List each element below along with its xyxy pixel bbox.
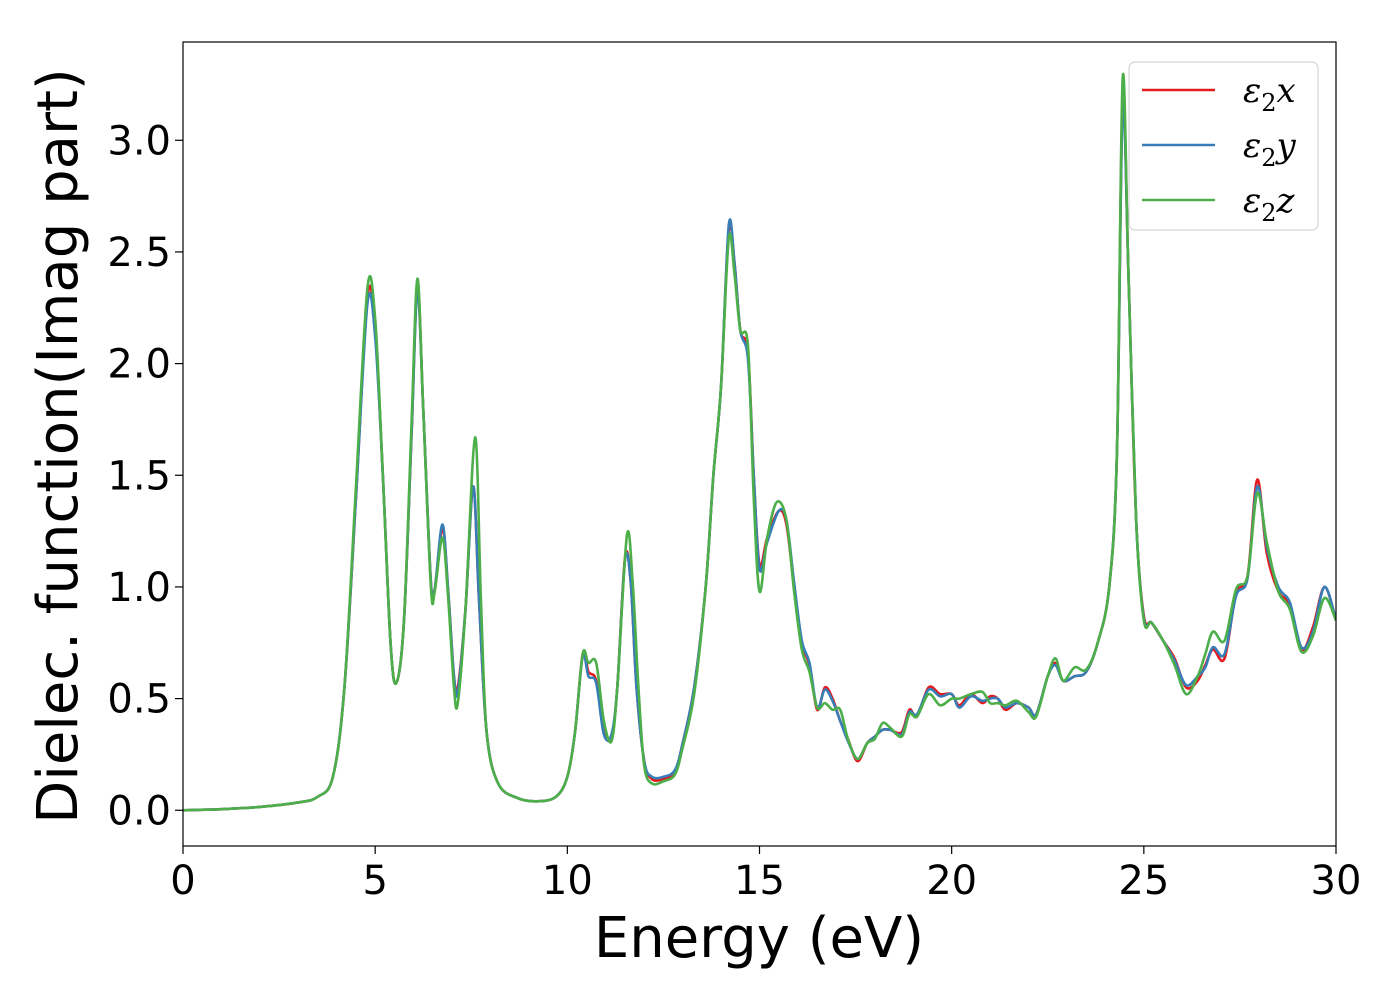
series-line-z — [183, 73, 1336, 812]
x-tick-label: 5 — [362, 858, 387, 904]
x-tick-label: 10 — [542, 858, 593, 904]
x-tick-label: 25 — [1118, 858, 1169, 904]
legend-box — [1128, 61, 1319, 231]
y-tick-label: 1.0 — [107, 565, 171, 611]
y-axis-title: Dielec. function(Imag part) — [26, 68, 91, 824]
y-tick-label: 0.5 — [107, 677, 171, 723]
x-tick-label: 20 — [926, 858, 977, 904]
legend: ε2x ε2y ε2z — [1128, 61, 1319, 231]
x-axis: 0 5 10 15 20 25 30 — [170, 846, 1361, 904]
legend-label-z: ε2z — [1243, 181, 1296, 227]
legend-label-x: ε2x — [1243, 71, 1296, 117]
y-axis: 0.0 0.5 1.0 1.5 2.0 2.5 3.0 — [107, 118, 183, 834]
y-tick-label: 3.0 — [107, 118, 171, 164]
x-axis-title: Energy (eV) — [594, 906, 924, 971]
y-tick-label: 0.0 — [107, 788, 171, 834]
y-tick-label: 2.5 — [107, 230, 171, 276]
series-layer — [183, 73, 1336, 812]
x-tick-label: 30 — [1311, 858, 1362, 904]
legend-label-y: ε2y — [1243, 126, 1297, 172]
y-tick-label: 1.5 — [107, 453, 171, 499]
x-tick-label: 15 — [734, 858, 785, 904]
x-tick-label: 0 — [170, 858, 195, 904]
y-tick-label: 2.0 — [107, 342, 171, 388]
